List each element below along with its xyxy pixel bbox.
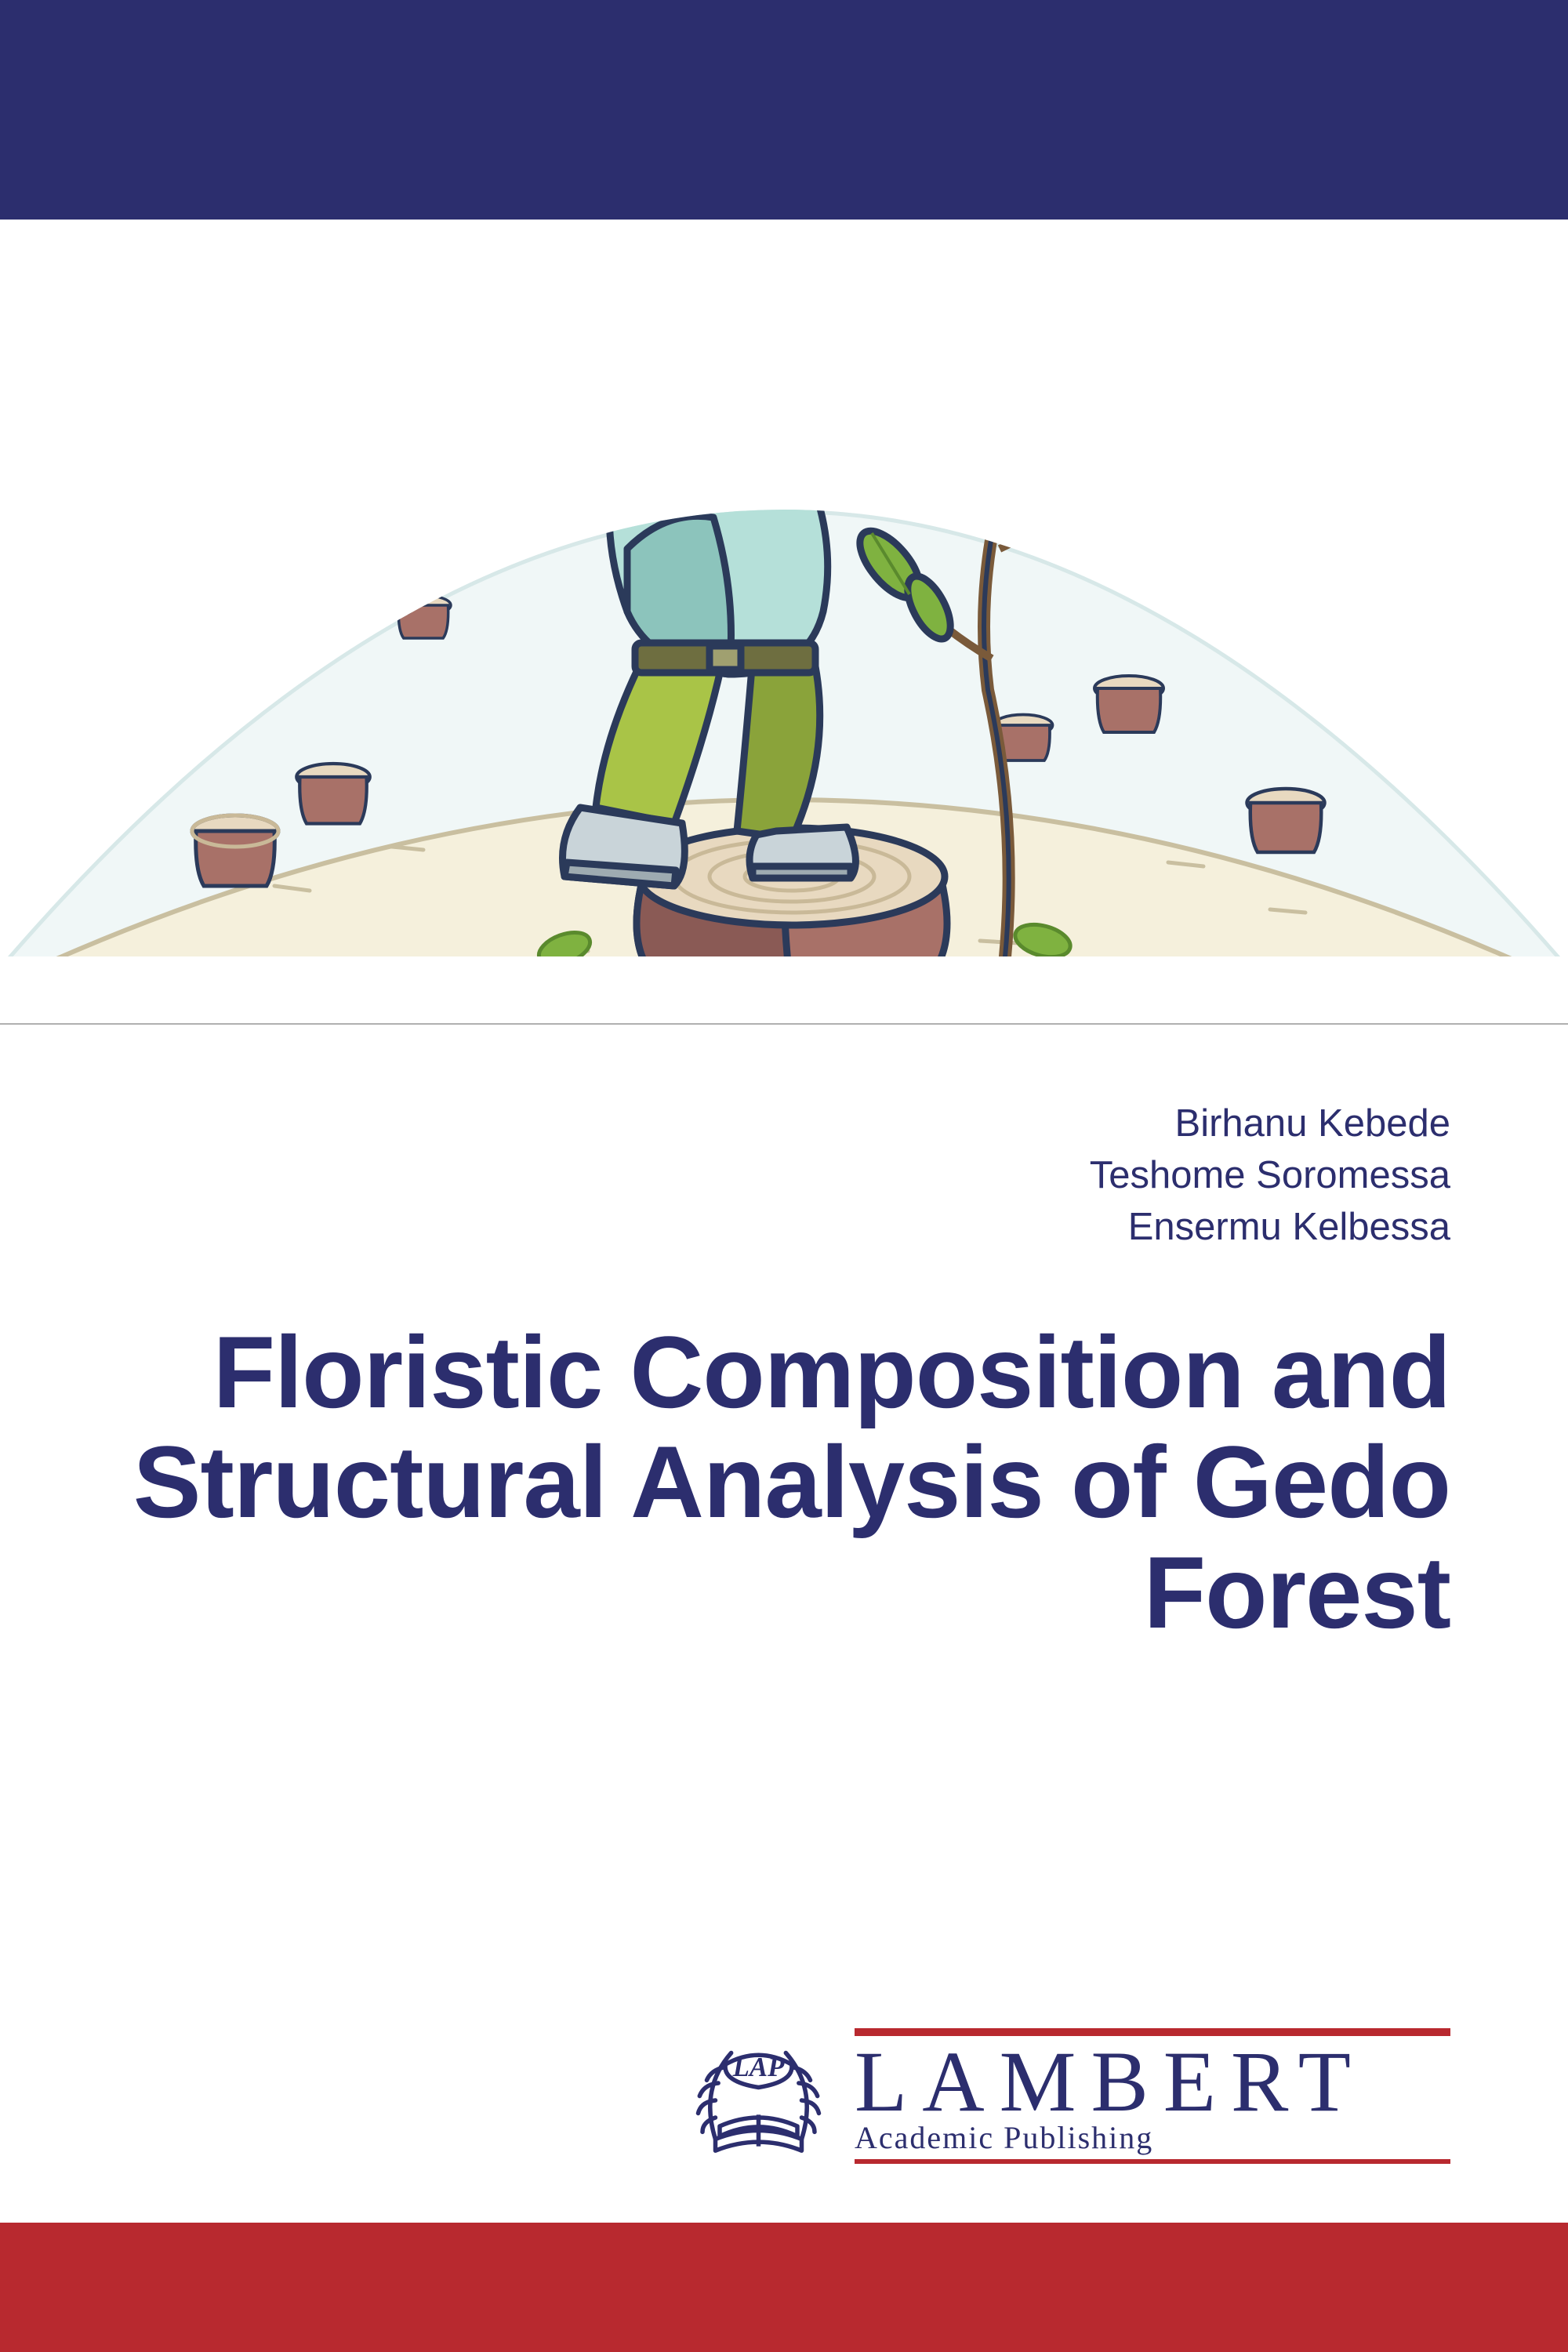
author-name: Teshome Soromessa: [1090, 1149, 1450, 1201]
author-list: Birhanu Kebede Teshome Soromessa Ensermu…: [1090, 1098, 1450, 1253]
bottom-band: [0, 2223, 1568, 2352]
chainsaw-icon: [175, 169, 651, 459]
author-name: Ensermu Kelbessa: [1090, 1201, 1450, 1253]
book-title: Floristic Composition and Structural Ana…: [118, 1317, 1450, 1647]
publisher-name: LAMBERT: [855, 2041, 1450, 2123]
publisher-logo-icon: LAP: [686, 2031, 831, 2161]
horizontal-divider: [0, 1023, 1568, 1025]
publisher-rule-bottom: [855, 2159, 1450, 2164]
publisher-block: LAP LAMBERT Academic Publishing: [666, 2028, 1450, 2165]
cover-illustration: [0, 157, 1568, 1004]
svg-text:LAP: LAP: [732, 2052, 786, 2082]
publisher-text: LAMBERT Academic Publishing: [855, 2028, 1450, 2165]
author-name: Birhanu Kebede: [1090, 1098, 1450, 1149]
book-cover: Birhanu Kebede Teshome Soromessa Ensermu…: [0, 0, 1568, 2352]
